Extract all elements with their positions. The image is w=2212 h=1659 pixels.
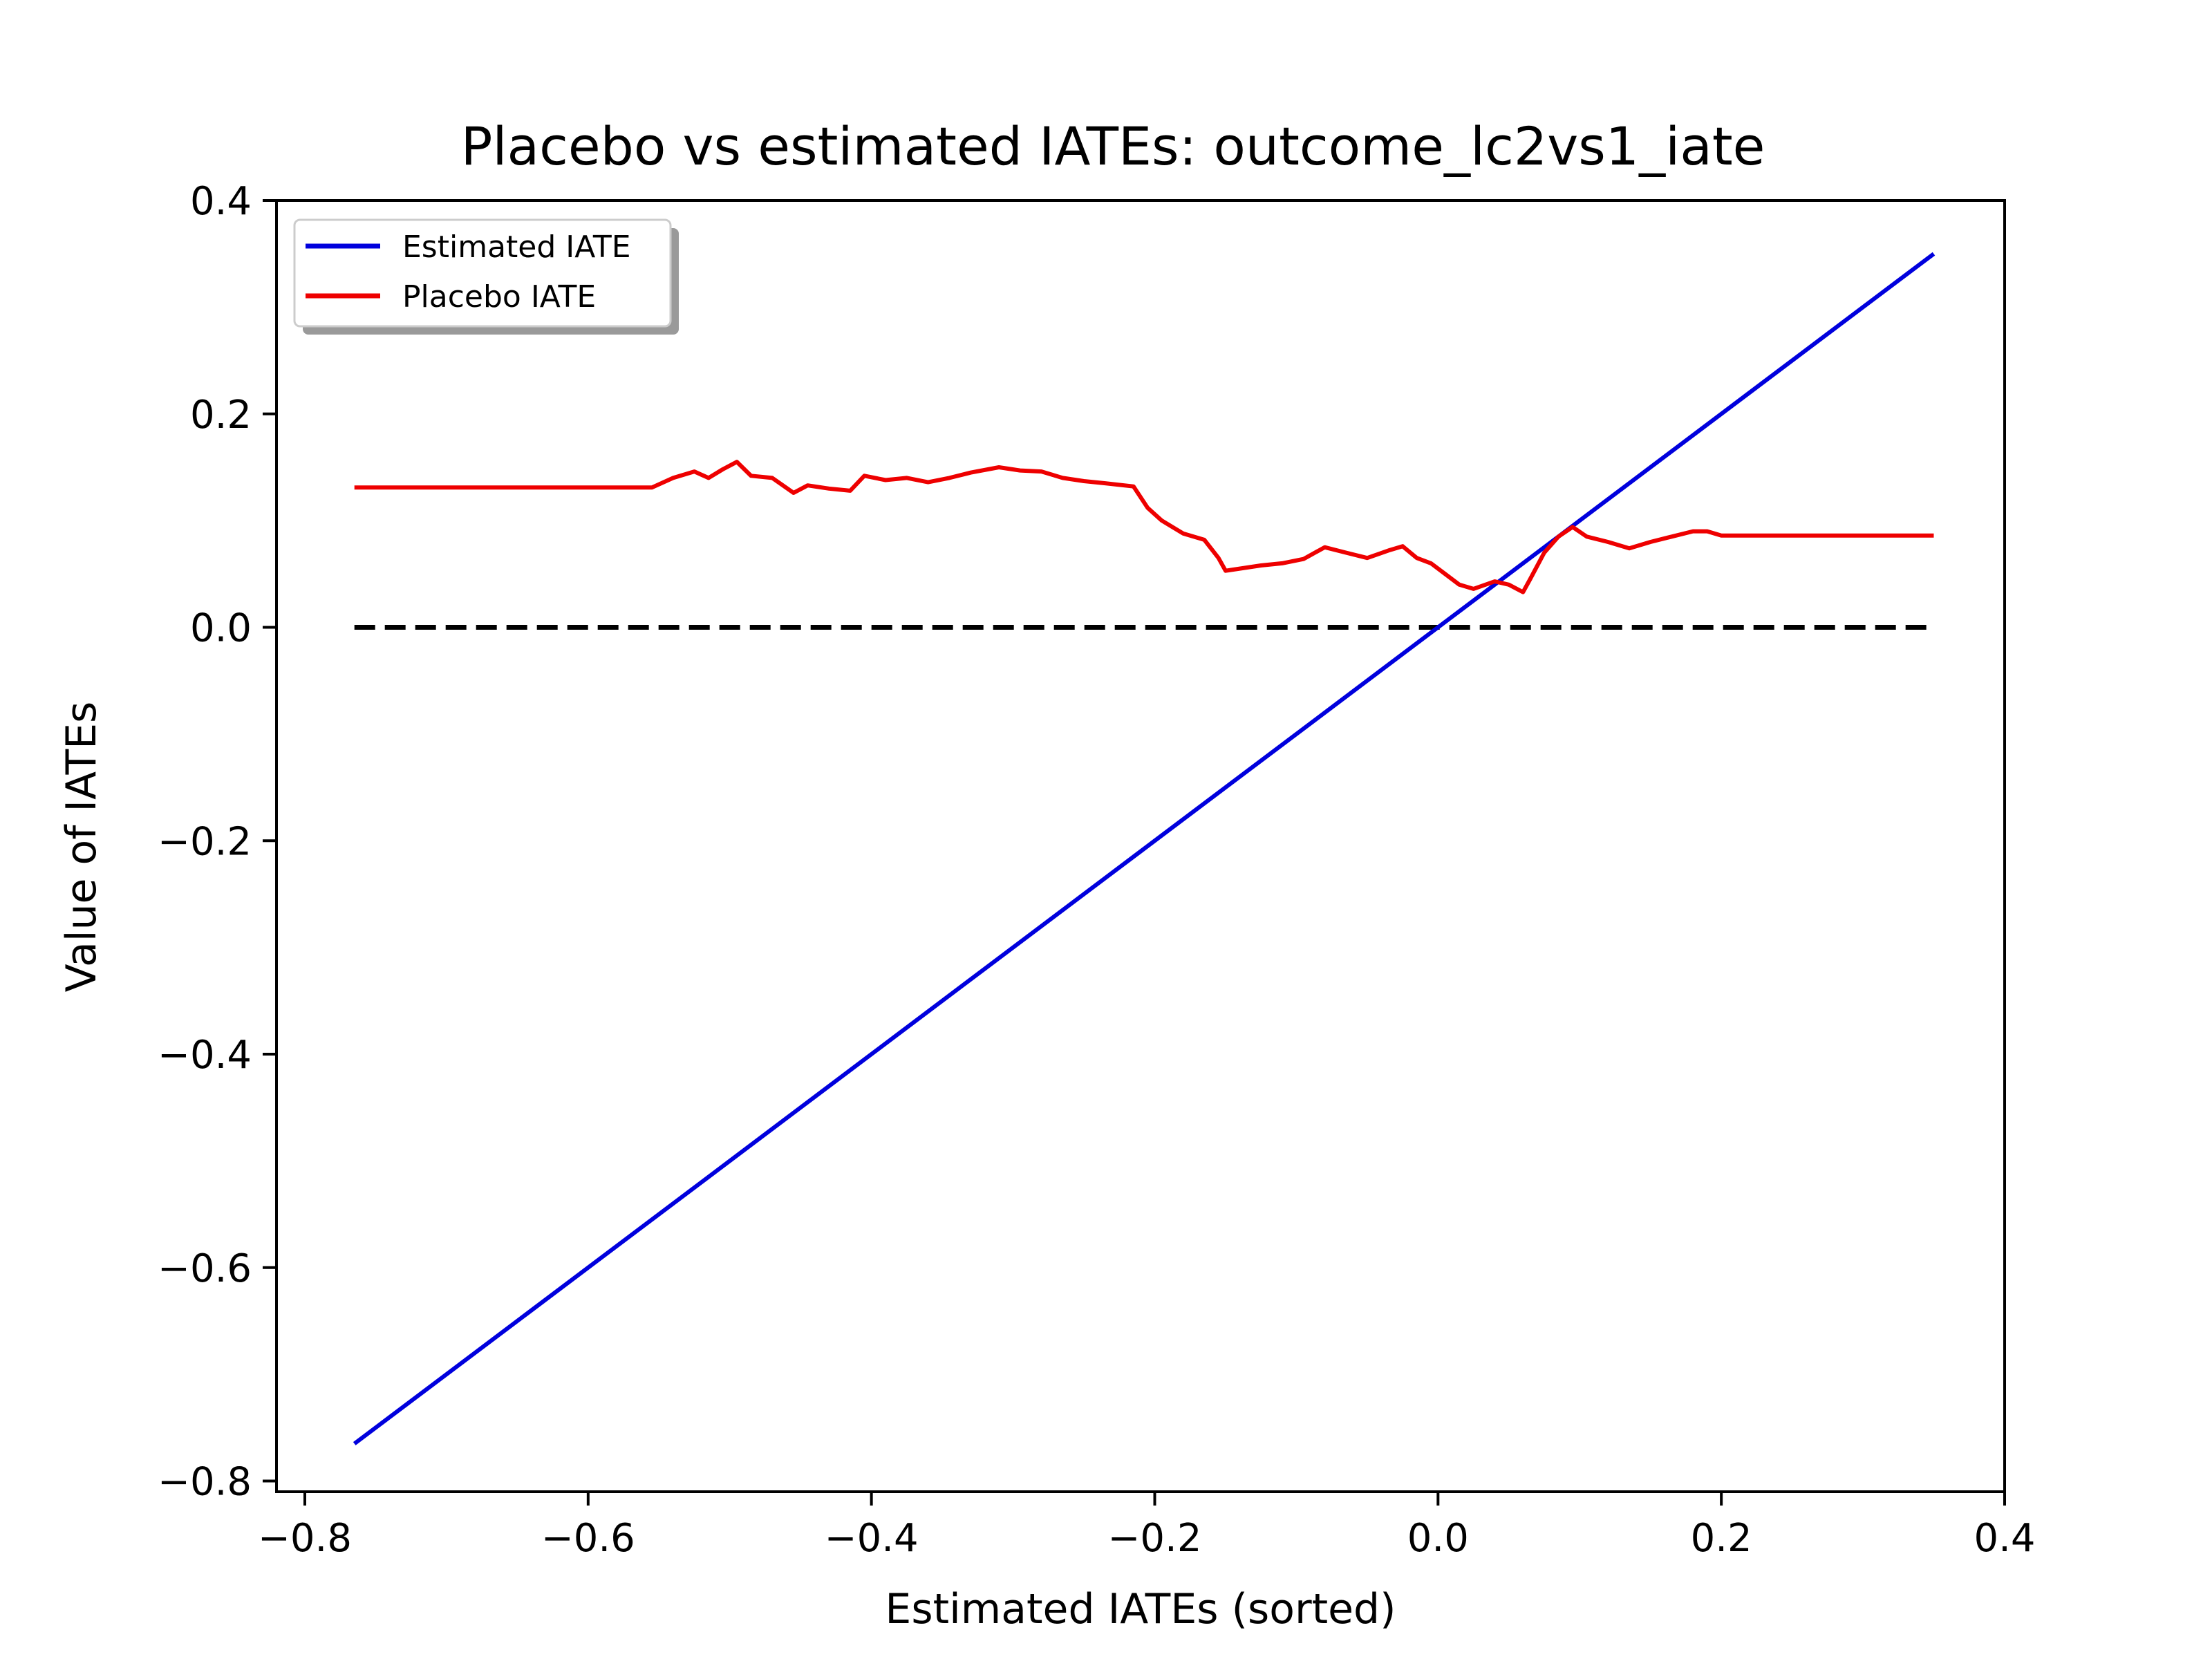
legend-box bbox=[293, 218, 672, 328]
y-tick-label: 0.2 bbox=[190, 393, 252, 438]
x-tick-label: 0.2 bbox=[1691, 1516, 1752, 1561]
x-tick-label: −0.6 bbox=[541, 1516, 635, 1561]
y-tick-label: −0.8 bbox=[158, 1460, 252, 1505]
y-tick-label: 0.0 bbox=[190, 606, 252, 651]
y-axis-title: Value of IATEs bbox=[57, 702, 106, 993]
x-tick-label: −0.4 bbox=[825, 1516, 919, 1561]
x-axis-title: Estimated IATEs (sorted) bbox=[885, 1585, 1396, 1633]
series-line-estimated-iate bbox=[353, 252, 1936, 1445]
plot-area-frame bbox=[275, 199, 2006, 1493]
x-tick-label: −0.2 bbox=[1107, 1516, 1201, 1561]
chart-title: Placebo vs estimated IATEs: outcome_lc2v… bbox=[461, 115, 1765, 177]
y-tick-label: −0.4 bbox=[158, 1033, 252, 1078]
legend-label-placebo: Placebo IATE bbox=[402, 279, 596, 315]
series-layer bbox=[353, 252, 1936, 1445]
x-axis-ticks: −0.8 −0.6 −0.4 −0.2 0.0 0.2 0.4 bbox=[258, 1492, 2036, 1561]
legend-label-estimated: Estimated IATE bbox=[402, 229, 631, 265]
y-tick-label: −0.2 bbox=[158, 819, 252, 864]
x-tick-label: 0.0 bbox=[1407, 1516, 1469, 1561]
legend: Estimated IATE Placebo IATE bbox=[293, 218, 679, 335]
y-tick-label: −0.6 bbox=[158, 1246, 252, 1291]
x-tick-label: 0.4 bbox=[1974, 1516, 2035, 1561]
y-tick-label: 0.4 bbox=[190, 179, 252, 224]
series-line-placebo-iate bbox=[354, 460, 1934, 594]
x-tick-label: −0.8 bbox=[258, 1516, 352, 1561]
y-axis-ticks: −0.8 −0.6 −0.4 −0.2 0.0 0.2 0.4 bbox=[158, 179, 276, 1505]
